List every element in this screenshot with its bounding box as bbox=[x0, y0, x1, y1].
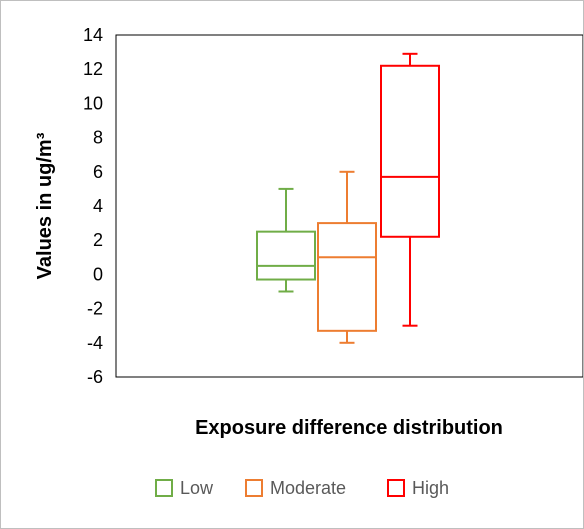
y-tick-label: -4 bbox=[87, 333, 103, 353]
legend-swatch bbox=[155, 479, 173, 497]
y-tick-label: 14 bbox=[83, 25, 103, 45]
legend-swatch bbox=[387, 479, 405, 497]
y-tick-label: 0 bbox=[93, 264, 103, 284]
legend: Low Moderate High bbox=[155, 478, 449, 498]
iqr-box bbox=[256, 230, 316, 281]
y-tick-label: 2 bbox=[93, 230, 103, 250]
legend-item-high: High bbox=[387, 478, 449, 498]
legend-swatch bbox=[245, 479, 263, 497]
iqr-box bbox=[317, 222, 377, 332]
box-series-group bbox=[256, 52, 440, 344]
box-moderate bbox=[317, 170, 377, 344]
legend-label: Low bbox=[180, 478, 214, 498]
iqr-box bbox=[380, 64, 440, 238]
y-tick-label: 12 bbox=[83, 59, 103, 79]
legend-label: Moderate bbox=[270, 478, 346, 498]
plot-border bbox=[115, 34, 583, 378]
y-tick-label: 6 bbox=[93, 162, 103, 182]
y-tick-label: 10 bbox=[83, 93, 103, 113]
legend-label: High bbox=[412, 478, 449, 498]
box-low bbox=[256, 187, 316, 293]
y-axis-title: Values in ug/m³ bbox=[34, 132, 56, 279]
y-tick-label: -2 bbox=[87, 299, 103, 319]
legend-item-moderate: Moderate bbox=[245, 478, 346, 498]
y-tick-label: 4 bbox=[93, 196, 103, 216]
y-tick-label: -6 bbox=[87, 367, 103, 387]
box-high bbox=[380, 52, 440, 327]
x-axis-title: Exposure difference distribution bbox=[195, 417, 503, 439]
plot-area bbox=[115, 34, 583, 378]
y-axis-tick-labels: 14 12 10 8 6 4 2 0 -2 -4 -6 bbox=[83, 25, 103, 387]
legend-item-low: Low bbox=[155, 478, 214, 498]
y-tick-label: 8 bbox=[93, 128, 103, 148]
